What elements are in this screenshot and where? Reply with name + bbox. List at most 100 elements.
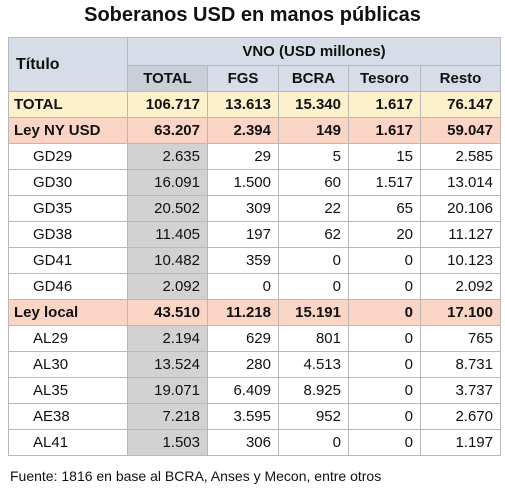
cell: 1.503	[127, 429, 208, 456]
cell: 7.218	[127, 403, 208, 430]
cell: 280	[207, 351, 279, 378]
header-row: TOTAL FGS BCRA Tesoro Resto	[9, 65, 501, 92]
cell: 19.071	[127, 377, 208, 404]
cell: 4.513	[278, 351, 349, 378]
row-label: GD41	[8, 247, 128, 274]
table-row: AL35 19.071 6.409 8.925 0 3.737	[8, 377, 501, 404]
cell: 0	[348, 247, 421, 274]
row-label: GD29	[8, 143, 128, 170]
table-row: TOTAL 106.717 13.613 15.340 1.617 76.147	[8, 91, 501, 118]
cell: 359	[207, 247, 279, 274]
cell: 2.394	[207, 117, 279, 144]
group-header: VNO (USD millones)	[127, 37, 501, 66]
cell: 2.092	[127, 273, 208, 300]
cell: 309	[207, 195, 279, 222]
cell: 13.524	[127, 351, 208, 378]
cell: 20.106	[420, 195, 501, 222]
table-row: AL41 1.503 306 0 0 1.197	[8, 429, 501, 456]
cell: 1.517	[348, 169, 421, 196]
cell: 13.613	[207, 91, 279, 118]
row-label: GD35	[8, 195, 128, 222]
cell: 0	[348, 403, 421, 430]
cell: 11.218	[207, 299, 279, 326]
cell: 197	[207, 221, 279, 248]
table-header: Título VNO (USD millones) TOTAL FGS BCRA Te…	[8, 37, 501, 92]
table-row: AE38 7.218 3.595 952 0 2.670	[8, 403, 501, 430]
cell: 6.409	[207, 377, 279, 404]
table-row: GD29 2.635 29 5 15 2.585	[8, 143, 501, 170]
row-label: GD30	[8, 169, 128, 196]
cell: 16.091	[127, 169, 208, 196]
cell: 63.207	[127, 117, 208, 144]
row-label: AL35	[8, 377, 128, 404]
row-label: AL29	[8, 325, 128, 352]
cell: 11.127	[420, 221, 501, 248]
cell: 1.197	[420, 429, 501, 456]
cell: 5	[278, 143, 349, 170]
row-label: GD38	[8, 221, 128, 248]
cell: 1.617	[348, 91, 421, 118]
row-label: GD46	[8, 273, 128, 300]
cell: 2.670	[420, 403, 501, 430]
table-row: Ley NY USD 63.207 2.394 149 1.617 59.047	[8, 117, 501, 144]
cell: 13.014	[420, 169, 501, 196]
cell: 2.585	[420, 143, 501, 170]
cell: 801	[278, 325, 349, 352]
cell: 15.340	[278, 91, 349, 118]
cell: 10.123	[420, 247, 501, 274]
cell: 10.482	[127, 247, 208, 274]
cell: 0	[348, 325, 421, 352]
cell: 8.925	[278, 377, 349, 404]
table-body: TOTAL 106.717 13.613 15.340 1.617 76.147 Ley N…	[8, 91, 501, 456]
row-label: AL41	[8, 429, 128, 456]
cell: 0	[278, 247, 349, 274]
cell: 149	[278, 117, 349, 144]
cell: 106.717	[127, 91, 208, 118]
cell: 0	[348, 351, 421, 378]
cell: 0	[348, 299, 421, 326]
cell: 0	[278, 429, 349, 456]
cell: 3.737	[420, 377, 501, 404]
cell: 76.147	[420, 91, 501, 118]
cell: 1.617	[348, 117, 421, 144]
cell: 17.100	[420, 299, 501, 326]
row-label: Ley local	[8, 299, 128, 326]
cell: 0	[207, 273, 279, 300]
table-row: GD30 16.091 1.500 60 1.517 13.014	[8, 169, 501, 196]
cell: 2.194	[127, 325, 208, 352]
table-row: GD35 20.502 309 22 65 20.106	[8, 195, 501, 222]
cell: 952	[278, 403, 349, 430]
cell: 306	[207, 429, 279, 456]
table-row: Ley local 43.510 11.218 15.191 0 17.100	[8, 299, 501, 326]
table-row: GD38 11.405 197 62 20 11.127	[8, 221, 501, 248]
cell: 1.500	[207, 169, 279, 196]
cell: 29	[207, 143, 279, 170]
cell: 20.502	[127, 195, 208, 222]
table-row: AL30 13.524 280 4.513 0 8.731	[8, 351, 501, 378]
cell: 0	[278, 273, 349, 300]
cell: 59.047	[420, 117, 501, 144]
cell: 20	[348, 221, 421, 248]
data-table: Título VNO (USD millones) TOTAL FGS BCRA Te…	[8, 37, 501, 456]
table-row: GD46 2.092 0 0 0 2.092	[8, 273, 501, 300]
cell: 629	[207, 325, 279, 352]
header-row: Título VNO (USD millones)	[8, 37, 501, 92]
cell: 2.092	[420, 273, 501, 300]
cell: 765	[420, 325, 501, 352]
column-header: Resto	[420, 65, 501, 92]
row-label: AE38	[8, 403, 128, 430]
cell: 3.595	[207, 403, 279, 430]
cell: 11.405	[127, 221, 208, 248]
cell: 22	[278, 195, 349, 222]
cell: 0	[348, 377, 421, 404]
title-col-header: Título	[8, 37, 128, 92]
cell: 60	[278, 169, 349, 196]
column-header: FGS	[207, 65, 279, 92]
table-row: AL29 2.194 629 801 0 765	[8, 325, 501, 352]
row-label: Ley NY USD	[8, 117, 128, 144]
cell: 15	[348, 143, 421, 170]
cell: 2.635	[127, 143, 208, 170]
row-label: TOTAL	[8, 91, 128, 118]
